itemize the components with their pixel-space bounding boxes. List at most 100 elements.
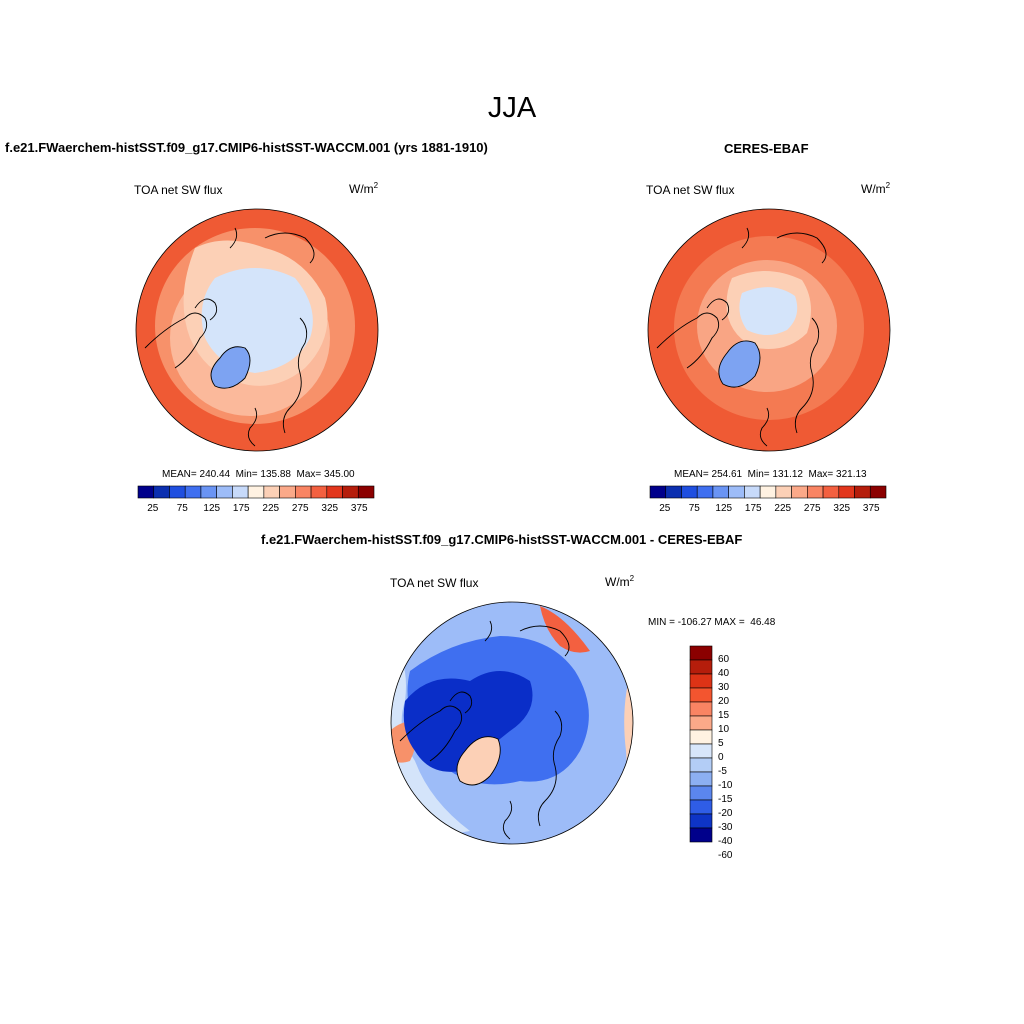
panel1-colorbar bbox=[137, 485, 375, 499]
main-title: JJA bbox=[487, 92, 537, 124]
colorbar-tick-label: 175 bbox=[744, 503, 762, 514]
colorbar-tick-label: 30 bbox=[718, 682, 730, 693]
colorbar-tick-label: 325 bbox=[833, 503, 851, 514]
colorbar-box bbox=[649, 485, 667, 499]
colorbar-tick-label: -40 bbox=[718, 836, 733, 847]
panel3-stats: MIN = -106.27 MAX = 46.48 bbox=[648, 617, 776, 628]
map3-greenland bbox=[456, 736, 501, 785]
colorbar-box bbox=[232, 485, 249, 499]
colorbar-box bbox=[712, 485, 729, 499]
colorbar-box bbox=[137, 485, 155, 499]
panel2-polar-map bbox=[647, 208, 891, 452]
colorbar-tick-label: 60 bbox=[718, 654, 730, 665]
colorbar-box bbox=[357, 485, 375, 499]
colorbar-box bbox=[342, 485, 359, 499]
colorbar-box bbox=[689, 799, 713, 815]
panel1-stats: MEAN= 240.44 Min= 135.88 Max= 345.00 bbox=[162, 469, 355, 480]
colorbar-tick-label: 40 bbox=[718, 668, 730, 679]
colorbar-box bbox=[689, 673, 713, 689]
map3-border bbox=[390, 601, 634, 845]
colorbar-tick-label: -10 bbox=[718, 780, 733, 791]
colorbar-box bbox=[791, 485, 808, 499]
colorbar-box bbox=[689, 757, 713, 773]
panel3-variable-label: TOA net SW flux bbox=[390, 576, 479, 590]
colorbar-box bbox=[295, 485, 312, 499]
colorbar-box bbox=[263, 485, 280, 499]
colorbar-box bbox=[184, 485, 202, 499]
colorbar-tick-label: 325 bbox=[321, 503, 339, 514]
panel3-polar-map bbox=[390, 601, 634, 845]
panel3-units: W/m2 bbox=[605, 574, 635, 589]
colorbar-box bbox=[689, 813, 713, 829]
colorbar-box bbox=[689, 715, 713, 731]
colorbar-tick-label: -5 bbox=[718, 766, 727, 777]
colorbar-tick-label: -30 bbox=[718, 822, 733, 833]
colorbar-box bbox=[681, 485, 698, 499]
map3-coastlines bbox=[399, 620, 570, 840]
colorbar-box bbox=[759, 485, 777, 499]
colorbar-tick-label: 225 bbox=[262, 503, 280, 514]
colorbar-box bbox=[807, 485, 824, 499]
colorbar-tick-label: 375 bbox=[350, 503, 368, 514]
colorbar-box bbox=[326, 485, 343, 499]
map1-cool-arctic bbox=[201, 268, 313, 373]
colorbar-box bbox=[216, 485, 233, 499]
panel1-polar-map bbox=[135, 208, 379, 452]
colorbar-box bbox=[310, 485, 328, 499]
colorbar-tick-label: 275 bbox=[291, 503, 309, 514]
colorbar-tick-label: 375 bbox=[862, 503, 880, 514]
colorbar-box bbox=[869, 485, 887, 499]
panel3-title: f.e21.FWaerchem-histSST.f09_g17.CMIP6-hi… bbox=[261, 532, 743, 547]
panel3-colorbar bbox=[689, 645, 713, 843]
colorbar-tick-label: 5 bbox=[718, 738, 724, 749]
panel2-units: W/m2 bbox=[861, 181, 891, 196]
map1-border bbox=[135, 208, 379, 452]
colorbar-tick-label: -20 bbox=[718, 808, 733, 819]
panel1-units: W/m2 bbox=[349, 181, 379, 196]
colorbar-tick-label: 10 bbox=[718, 724, 730, 735]
map2-cool-arctic bbox=[739, 287, 798, 335]
colorbar-box bbox=[838, 485, 855, 499]
colorbar-box bbox=[200, 485, 217, 499]
panel2-title: CERES-EBAF bbox=[724, 141, 809, 156]
colorbar-tick-label: 275 bbox=[803, 503, 821, 514]
colorbar-box bbox=[775, 485, 792, 499]
colorbar-box bbox=[689, 771, 713, 787]
colorbar-box bbox=[153, 485, 170, 499]
colorbar-box bbox=[744, 485, 761, 499]
colorbar-box bbox=[689, 659, 713, 675]
colorbar-tick-label: 25 bbox=[659, 503, 671, 514]
colorbar-box bbox=[689, 645, 713, 661]
colorbar-box bbox=[822, 485, 840, 499]
colorbar-box bbox=[689, 701, 713, 717]
map1-coastlines bbox=[144, 227, 315, 447]
colorbar-tick-label: 0 bbox=[718, 752, 724, 763]
panel2-colorbar bbox=[649, 485, 887, 499]
panel2-colorbar-ticks: 25 75 125 175 225 275 325 375 bbox=[650, 503, 886, 517]
colorbar-tick-label: 225 bbox=[774, 503, 792, 514]
colorbar-tick-label: 25 bbox=[147, 503, 159, 514]
colorbar-box bbox=[247, 485, 265, 499]
colorbar-box bbox=[689, 743, 713, 759]
colorbar-tick-label: 175 bbox=[232, 503, 250, 514]
colorbar-box bbox=[854, 485, 871, 499]
colorbar-tick-label: -15 bbox=[718, 794, 733, 805]
colorbar-box bbox=[728, 485, 745, 499]
panel3-colorbar-ticks: 60 40 30 20 15 10 5 0 -5 -10 -15 -20 -30 -40 -60 bbox=[718, 646, 758, 861]
map2-border bbox=[647, 208, 891, 452]
panel1-variable-label: TOA net SW flux bbox=[134, 183, 223, 197]
panel2-variable-label: TOA net SW flux bbox=[646, 183, 735, 197]
colorbar-box bbox=[689, 785, 713, 801]
map2-greenland bbox=[718, 340, 760, 388]
panel2-stats: MEAN= 254.61 Min= 131.12 Max= 321.13 bbox=[674, 469, 867, 480]
map3-warm-northeast bbox=[540, 606, 590, 653]
map3-deep-blue bbox=[403, 671, 533, 772]
colorbar-box bbox=[169, 485, 186, 499]
colorbar-tick-label: 75 bbox=[176, 503, 188, 514]
colorbar-box bbox=[689, 729, 713, 745]
colorbar-tick-label: 125 bbox=[715, 503, 733, 514]
colorbar-box bbox=[696, 485, 714, 499]
colorbar-tick-label: -60 bbox=[718, 850, 733, 861]
colorbar-box bbox=[689, 827, 713, 843]
colorbar-box bbox=[665, 485, 682, 499]
